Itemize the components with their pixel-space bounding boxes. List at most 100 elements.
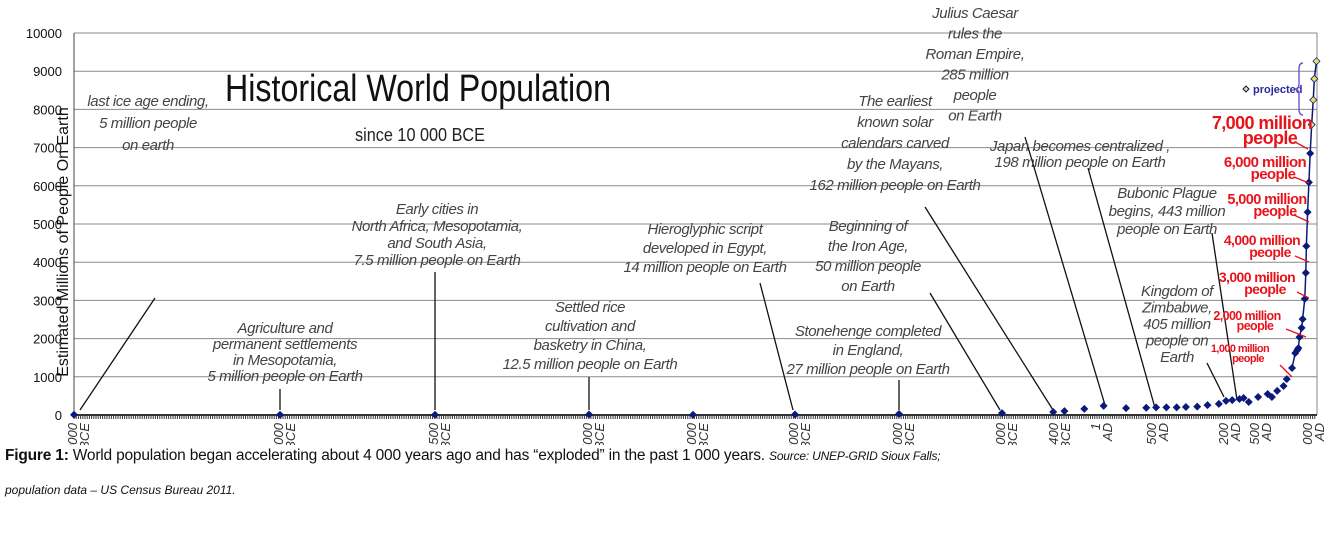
caption-label: Figure 1: [5,447,69,464]
milestone-line: 4,000 million [1224,232,1300,248]
projected-data-point [1309,95,1318,104]
data-point [1302,242,1311,251]
milestone-label: 6,000 million people [1224,154,1307,183]
annotation-text: Settled rice cultivation and basketry in C… [503,299,678,373]
data-point [1181,402,1190,411]
x-tick-year: 10000 [65,422,80,445]
annotation-line: known solar [857,114,934,131]
x-tick-era: AD [1312,423,1327,442]
annotation-line: 198 million people on Earth [995,154,1166,171]
x-tick-label: 8000BCE [271,422,298,445]
annotation-line: people on [1145,333,1208,350]
data-point [276,410,284,419]
x-tick-label: 5000BCE [580,422,607,445]
annotation-line: last ice age ending, [87,93,208,110]
y-tick-label: 3000 [33,293,62,308]
data-point [431,410,439,419]
x-tick-era: BCE [77,423,92,445]
x-tick-era: AD [1156,423,1171,442]
annotation-line: 27 million people on Earth [785,361,949,378]
data-point [791,410,799,419]
data-point [1152,403,1161,412]
annotation-leader-line [1211,232,1238,401]
annotation-line: people on Earth [1116,221,1217,238]
data-point [1279,381,1288,390]
x-axis: 10000BCE 8000BCE 6500BCE 5000BCE 4000BCE 3000… [65,414,1327,445]
annotation-leader-line [79,297,156,411]
annotation-text: Kingdom of Zimbabwe, 405 million people on E… [1141,283,1215,366]
annotation-line: 5 million people [99,115,197,132]
x-tick-era: BCE [1058,423,1073,445]
y-tick-label: 7000 [33,141,62,156]
data-point [1122,404,1131,413]
data-point [1222,396,1231,405]
milestone-line: people [1251,166,1296,183]
annotation-line: Earth [1160,349,1194,366]
annotation-text: Bubonic Plague begins, 443 million people … [1109,185,1226,238]
y-tick-label: 8000 [33,102,62,117]
x-tick-label: 4000BCE [684,422,711,445]
caption-source: Source: UNEP-GRID Sioux Falls; [769,449,941,463]
x-tick-era: AD [1100,423,1115,442]
figure-caption: Figure 1: World population began acceler… [5,447,941,465]
x-tick-label: 10000BCE [65,422,92,445]
projected-line [1309,61,1318,154]
annotation-line: Agriculture and [237,320,334,337]
projected-legend-marker [1242,85,1250,93]
annotation-leader-line [1024,136,1106,406]
data-point [1254,393,1263,402]
x-tick-label: 400BCE [1046,422,1073,445]
annotation-text: Agriculture and permanent settlements in M… [207,320,362,385]
chart-title: Historical World Population [225,68,611,110]
projected-data-point [1307,120,1316,129]
x-tick-year: 8000 [271,422,286,445]
x-tick-label: 2000BCE [890,422,917,445]
data-point [689,410,697,419]
annotation-leader-line [1087,167,1156,409]
x-tick-year: 6500 [426,422,441,445]
annotation-line: 405 million [1143,316,1210,333]
x-tick-year: 1000 [993,422,1008,445]
x-tick-label: 1000BCE [993,422,1020,445]
milestone-line: 2,000 million [1213,309,1280,323]
x-tick-label: 1AD [1088,423,1115,442]
x-tick-era: BCE [1005,423,1020,445]
milestone-line: people [1243,128,1298,148]
data-point [1294,344,1303,353]
x-tick-label: 1500AD [1247,422,1274,445]
annotation-line: Beginning of [829,218,910,235]
data-point [1080,404,1089,413]
annotation-line: 285 million [940,67,1008,84]
milestone-label: 5,000 million people [1227,192,1306,220]
data-point [1203,401,1212,410]
y-tick-label: 9000 [33,64,62,79]
annotation-line: Julius Caesar [931,5,1019,22]
chart-subtitle: since 10 000 BCE [355,125,485,145]
data-point [1273,386,1282,395]
annotation-line: on Earth [948,108,1002,125]
annotation-line: calendars carved [841,135,950,152]
x-tick-year: 4000 [684,422,699,445]
annotation-line: in Mesopotamia, [233,352,337,369]
x-tick-year: 2000 [1300,422,1315,445]
milestone-label: 3,000 million people [1219,269,1295,297]
x-tick-year: 5000 [580,422,595,445]
y-tick-label: 5000 [33,217,62,232]
milestone-line: 3,000 million [1219,269,1295,285]
data-point [1060,407,1069,416]
y-axis-ticks: 0 1000 2000 3000 4000 5000 6000 7000 8000 9000 100… [26,26,62,423]
annotation-line: people [953,87,997,104]
data-point [1162,403,1171,412]
milestone-line: people [1249,244,1291,260]
data-point [1049,407,1058,416]
milestone-label: 4,000 million people [1224,232,1300,260]
annotation-line: 5 million people on Earth [207,368,362,385]
data-point [1298,315,1307,324]
data-point [1099,401,1108,410]
data-point [1282,375,1291,384]
data-point [1193,402,1202,411]
annotation-line: Early cities in [396,201,478,218]
projected-data-point [1312,57,1321,66]
data-point [585,410,593,419]
